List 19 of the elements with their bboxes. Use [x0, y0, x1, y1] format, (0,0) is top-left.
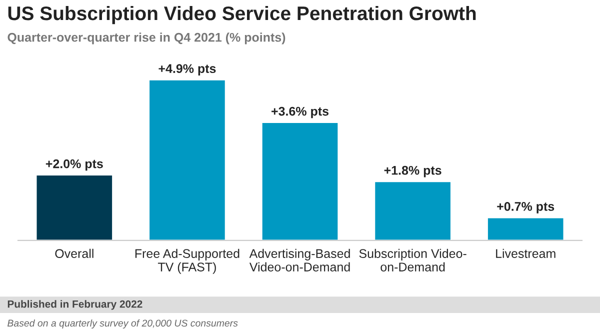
chart-title: US Subscription Video Service Penetration Growth: [8, 6, 476, 24]
data-label: +4.9% pts: [158, 64, 216, 76]
x-tick-label: Advertising-Based Video-on-Demand: [249, 248, 350, 272]
text: Published in February 2022: [8, 300, 142, 310]
text: Based on a quarterly survey of 20,000 US consumers: [8, 319, 238, 329]
x-tick-label: Overall: [55, 248, 94, 258]
bar: [35, 174, 114, 240]
bar: [260, 122, 340, 240]
data-label: +1.8% pts: [384, 166, 442, 178]
x-tick-label: Subscription Video- on-Demand: [359, 248, 466, 272]
x-tick-label: Livestream: [496, 248, 556, 258]
bar: [374, 180, 452, 240]
data-label: +2.0% pts: [46, 159, 103, 171]
bar: [486, 216, 565, 240]
data-label: +3.6% pts: [272, 106, 328, 118]
bar: [148, 78, 226, 240]
x-tick-label: Free Ad-Supported TV (FAST): [135, 248, 240, 274]
data-label: +0.7% pts: [497, 202, 554, 214]
chart-subtitle: Quarter-over-quarter rise in Q4 2021 (% points): [8, 32, 286, 44]
